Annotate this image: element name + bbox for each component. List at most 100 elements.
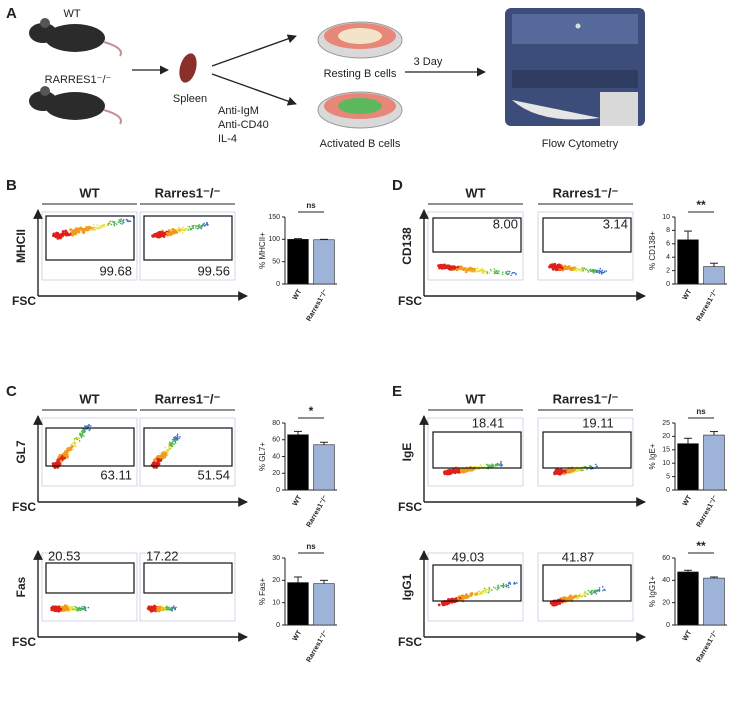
event-dot bbox=[200, 224, 202, 227]
event-dot bbox=[586, 468, 588, 471]
event-dot bbox=[501, 273, 504, 276]
event-dot bbox=[73, 440, 76, 442]
event-dot bbox=[582, 267, 584, 269]
x-axis-label: FSC bbox=[12, 294, 36, 308]
plot-frame bbox=[537, 552, 634, 622]
gate bbox=[432, 217, 522, 253]
event-dot bbox=[558, 265, 561, 268]
event-dot bbox=[563, 267, 566, 271]
event-dot bbox=[175, 438, 178, 440]
event-dot bbox=[482, 269, 485, 271]
event-dot bbox=[204, 224, 207, 227]
event-dot bbox=[505, 583, 507, 586]
event-dot bbox=[72, 606, 74, 608]
event-dot bbox=[169, 608, 171, 610]
event-dot bbox=[57, 455, 61, 459]
event-dot bbox=[513, 271, 516, 274]
event-dot bbox=[481, 271, 484, 273]
event-dot bbox=[455, 470, 459, 474]
y-axis-label: % GL7+ bbox=[258, 442, 267, 471]
plot-frame bbox=[427, 417, 524, 487]
event-dot bbox=[203, 222, 205, 225]
activated-label: Activated B cells bbox=[320, 138, 401, 150]
event-dot bbox=[125, 218, 128, 221]
event-dot bbox=[86, 425, 89, 427]
event-dot bbox=[476, 267, 478, 270]
event-dot bbox=[165, 608, 168, 611]
event-dot bbox=[119, 222, 122, 225]
event-dot bbox=[173, 439, 176, 442]
y-tick-label: 40 bbox=[272, 453, 280, 460]
event-dot bbox=[551, 267, 555, 271]
event-dot bbox=[170, 607, 173, 609]
event-dot bbox=[460, 469, 464, 473]
event-dot bbox=[129, 220, 132, 223]
event-dot bbox=[122, 221, 125, 224]
event-dot bbox=[92, 227, 94, 230]
event-dot bbox=[177, 228, 179, 231]
significance-label: ** bbox=[696, 539, 706, 553]
y-tick-label: 0 bbox=[666, 487, 670, 494]
event-dot bbox=[64, 453, 68, 457]
event-dot bbox=[198, 226, 200, 229]
resting-label: Resting B cells bbox=[324, 68, 397, 80]
event-dot bbox=[165, 605, 168, 608]
event-dot bbox=[589, 269, 591, 271]
event-dot bbox=[78, 228, 82, 231]
panel-letter: D bbox=[392, 177, 403, 194]
x-tick-label: Rarres1⁻/⁻ bbox=[306, 629, 330, 663]
x-tick-label: Rarres1⁻/⁻ bbox=[696, 494, 720, 528]
event-dot bbox=[69, 607, 71, 610]
event-dot bbox=[485, 591, 487, 593]
event-dot bbox=[166, 454, 169, 457]
event-dot bbox=[577, 597, 579, 599]
event-dot bbox=[579, 593, 581, 595]
event-dot bbox=[474, 468, 477, 471]
gate bbox=[542, 217, 632, 253]
event-dot bbox=[501, 584, 504, 587]
event-dot bbox=[560, 266, 564, 270]
event-dot bbox=[590, 270, 592, 272]
x-axis-label: FSC bbox=[398, 294, 422, 308]
event-dot bbox=[498, 463, 500, 466]
bar bbox=[287, 582, 309, 626]
y-tick-label: 30 bbox=[272, 555, 280, 562]
event-dot bbox=[83, 608, 86, 610]
event-dot bbox=[500, 460, 502, 463]
event-dot bbox=[494, 587, 497, 589]
event-dot bbox=[570, 594, 573, 596]
event-dot bbox=[171, 610, 173, 612]
event-dot bbox=[516, 582, 518, 584]
event-dot bbox=[460, 594, 464, 598]
event-dot bbox=[179, 435, 181, 438]
event-dot bbox=[72, 442, 74, 445]
y-tick-label: 0 bbox=[666, 281, 670, 288]
group-label: WT bbox=[79, 391, 99, 406]
flow-panel: 20.53 17.22 Fas FSC bbox=[12, 548, 248, 649]
event-dot bbox=[587, 269, 589, 272]
event-dot bbox=[68, 606, 70, 608]
event-dot bbox=[468, 268, 472, 271]
event-dot bbox=[65, 449, 69, 453]
x-tick-label: WT bbox=[292, 288, 304, 302]
event-dot bbox=[107, 224, 109, 226]
event-dot bbox=[493, 464, 495, 466]
event-dot bbox=[582, 269, 584, 272]
event-dot bbox=[510, 274, 512, 277]
event-dot bbox=[585, 268, 588, 271]
event-dot bbox=[446, 265, 450, 269]
group-label: Rarres1⁻/⁻ bbox=[155, 391, 221, 406]
plot-frame bbox=[537, 417, 634, 487]
event-dot bbox=[196, 227, 199, 230]
event-dot bbox=[485, 463, 488, 466]
event-dot bbox=[465, 267, 468, 270]
event-dot bbox=[196, 225, 198, 227]
event-dot bbox=[207, 224, 209, 226]
ko-label: RARRES1⁻/⁻ bbox=[45, 74, 112, 86]
event-dot bbox=[553, 265, 556, 269]
event-dot bbox=[174, 608, 176, 611]
event-dot bbox=[492, 586, 495, 588]
event-dot bbox=[488, 586, 491, 589]
event-dot bbox=[500, 463, 502, 465]
event-dot bbox=[456, 597, 460, 601]
